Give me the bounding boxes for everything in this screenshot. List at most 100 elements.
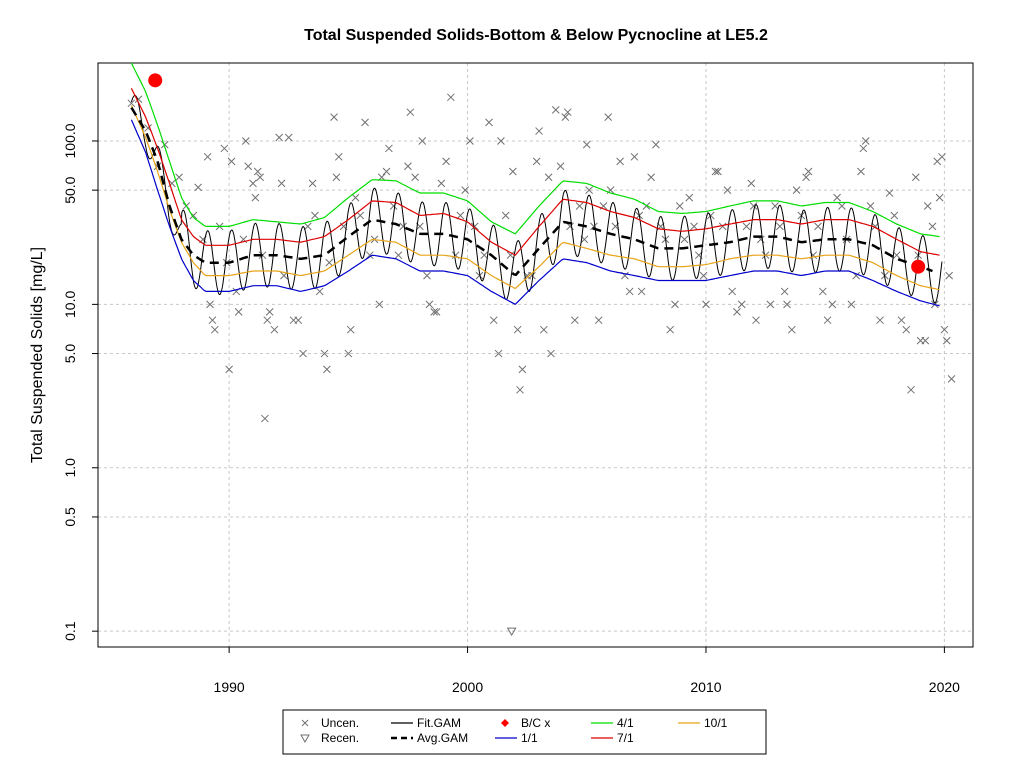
gam-lines <box>130 63 943 307</box>
uncensored-point <box>902 325 911 334</box>
uncensored-point <box>508 167 517 176</box>
uncensored-point <box>699 271 708 280</box>
uncensored-point <box>723 186 732 195</box>
uncensored-point <box>277 179 286 188</box>
uncensored-point <box>249 179 257 188</box>
uncensored-point <box>847 300 856 309</box>
y-tick-label: 1.0 <box>62 458 78 478</box>
bc-point <box>148 73 163 88</box>
uncensored-point <box>563 108 572 117</box>
uncensored-point <box>833 193 841 202</box>
bc-point <box>911 259 926 274</box>
uncensored-point <box>256 173 264 182</box>
uncensored-point <box>747 179 756 188</box>
uncensored-point <box>308 179 317 188</box>
legend-label: Uncen. <box>321 716 359 730</box>
uncensored-point <box>838 202 846 210</box>
uncensored-point <box>518 365 527 374</box>
uncensored-point <box>194 183 202 192</box>
uncensored-point <box>418 137 427 145</box>
uncensored-point <box>210 325 219 334</box>
legend-item: Uncen. <box>301 716 359 730</box>
y-axis: 0.1 0.5 1.0 5.0 10.0 50.0 100.0 <box>62 123 98 641</box>
uncensored-point <box>430 307 439 316</box>
legend-item: B/C x <box>501 716 550 730</box>
uncensored-point <box>311 211 319 220</box>
uncensored-point <box>547 349 555 358</box>
uncensored-point <box>253 167 262 176</box>
uncensored-point <box>866 202 875 210</box>
uncensored-point <box>907 385 915 394</box>
uncensored-point <box>625 287 634 296</box>
uncensored-point <box>604 113 613 121</box>
uncensored-point <box>175 173 183 182</box>
legend-label: 1/1 <box>521 731 538 745</box>
uncensored-point <box>220 144 229 153</box>
uncensored-point <box>814 222 822 231</box>
uncensored-point <box>714 167 722 176</box>
uncensored-point <box>251 193 260 202</box>
uncensored-point <box>616 157 624 166</box>
x-tick-label: 2020 <box>929 679 960 695</box>
uncensored-point <box>203 152 212 161</box>
gam-line-4-1 <box>130 63 940 238</box>
legend-item: Recen. <box>300 731 359 745</box>
uncensored-point <box>876 316 884 325</box>
uncensored-point <box>859 144 868 153</box>
uncensored-point <box>804 167 813 176</box>
uncensored-point <box>447 93 455 102</box>
uncensored-point <box>890 211 899 220</box>
uncensored-point <box>275 133 284 142</box>
uncensored-point <box>513 325 522 334</box>
legend-uncen-icon <box>301 719 309 727</box>
uncensored-point <box>685 193 694 202</box>
uncensored-point <box>497 137 505 145</box>
uncensored-point <box>489 316 498 325</box>
uncensored-point <box>938 152 946 161</box>
uncensored-point <box>733 307 741 316</box>
uncensored-point <box>485 118 493 127</box>
uncensored-point <box>284 133 293 142</box>
uncensored-point <box>561 113 570 121</box>
chart-title: Total Suspended Solids-Bottom & Below Py… <box>304 27 768 44</box>
uncensored-point <box>365 251 374 260</box>
uncensored-point <box>911 173 920 182</box>
uncensored-point <box>690 222 698 231</box>
legend-item: 10/1 <box>678 716 728 730</box>
uncensored-point <box>382 167 391 176</box>
legend-box <box>282 709 767 755</box>
uncensored-point <box>437 179 446 188</box>
uncensored-point <box>771 202 779 210</box>
legend-label: Avg.GAM <box>417 731 468 745</box>
uncensored-point <box>241 137 250 145</box>
uncensored-point <box>406 108 415 117</box>
uncensored-point <box>506 251 515 260</box>
uncensored-point <box>225 365 233 374</box>
uncensored-point <box>425 300 434 309</box>
uncensored-point <box>234 307 243 316</box>
uncensored-point <box>575 202 584 210</box>
uncensored-point <box>442 157 450 166</box>
uncensored-point <box>857 167 865 176</box>
uncensored-point <box>261 414 269 423</box>
uncensored-point <box>411 173 419 182</box>
uncensored-point <box>897 316 906 325</box>
legend-recen-icon <box>300 734 310 744</box>
uncensored-point <box>227 157 236 166</box>
y-tick-label: 0.5 <box>62 507 78 527</box>
y-tick-label: 5.0 <box>62 344 78 364</box>
legend-item: 7/1 <box>591 731 634 745</box>
uncensored-point <box>752 316 760 325</box>
uncensored-point <box>940 325 949 334</box>
grid-lines <box>98 63 973 647</box>
y-tick-label: 0.1 <box>62 621 78 641</box>
legend-label: Recen. <box>321 731 359 745</box>
data-points <box>127 93 956 637</box>
gam-line-1-1 <box>130 119 940 307</box>
x-axis: 1990 2000 2010 2020 <box>214 647 960 695</box>
uncensored-point <box>208 316 217 325</box>
uncensored-point <box>385 144 393 153</box>
uncensored-point <box>404 162 412 171</box>
